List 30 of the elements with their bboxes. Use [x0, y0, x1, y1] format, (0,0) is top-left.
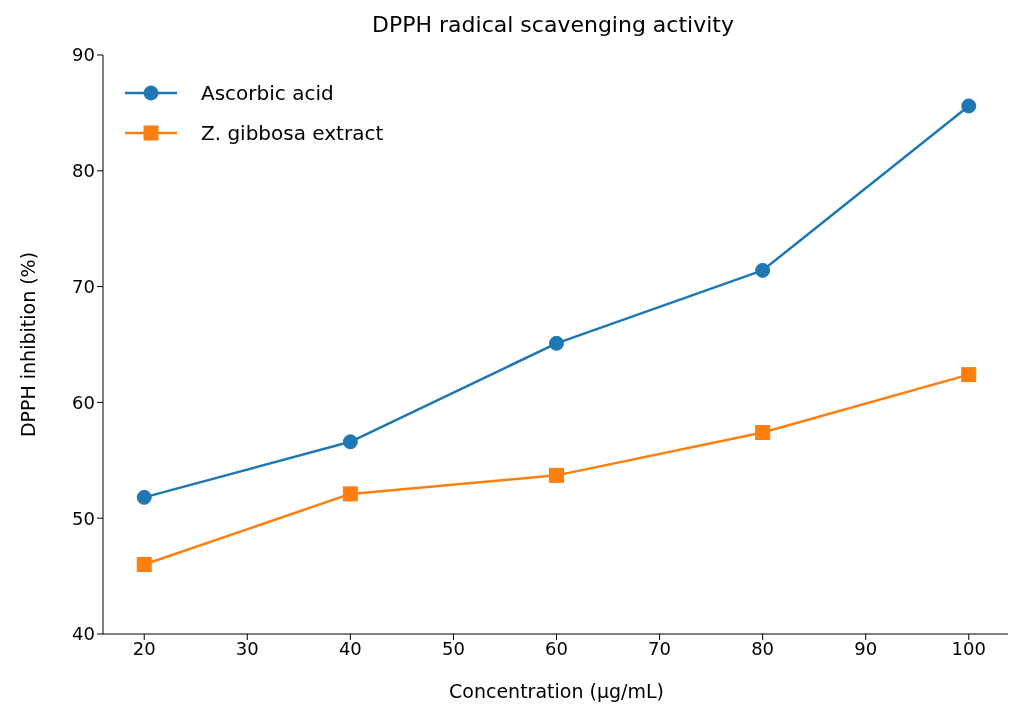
point	[961, 367, 977, 383]
y-tick-label: 40	[72, 623, 95, 645]
legend-label: Ascorbic acid	[201, 81, 334, 105]
point	[549, 467, 564, 483]
legend-label: Z. gibbosa extract	[201, 121, 384, 145]
y-tick-label: 80	[72, 160, 95, 182]
x-tick-label: 50	[441, 637, 465, 659]
chart-title: DPPH radical scavenging activity	[371, 12, 735, 37]
point	[136, 557, 152, 573]
point	[755, 425, 771, 441]
y-axis-title: DPPH inhibition (%)	[16, 251, 39, 438]
x-tick-label: 100	[951, 637, 986, 659]
point	[755, 262, 771, 278]
x-tick-label: 60	[545, 637, 568, 659]
x-tick-label: 20	[132, 637, 156, 659]
x-tick-label: 80	[751, 637, 775, 659]
point	[961, 98, 977, 114]
x-tick-label: 70	[648, 637, 672, 659]
x-axis-title: Concentration (µg/mL)	[449, 680, 664, 702]
point	[342, 486, 358, 502]
point	[549, 335, 564, 351]
y-tick-label: 60	[72, 391, 95, 413]
y-tick-label: 50	[72, 507, 95, 529]
point	[136, 489, 152, 505]
x-tick-label: 90	[854, 637, 878, 659]
x-tick-label: 30	[235, 637, 259, 659]
y-tick-label: 90	[72, 44, 95, 66]
y-tick-label: 70	[72, 275, 95, 297]
x-tick-label: 40	[338, 637, 362, 659]
point	[342, 434, 358, 450]
